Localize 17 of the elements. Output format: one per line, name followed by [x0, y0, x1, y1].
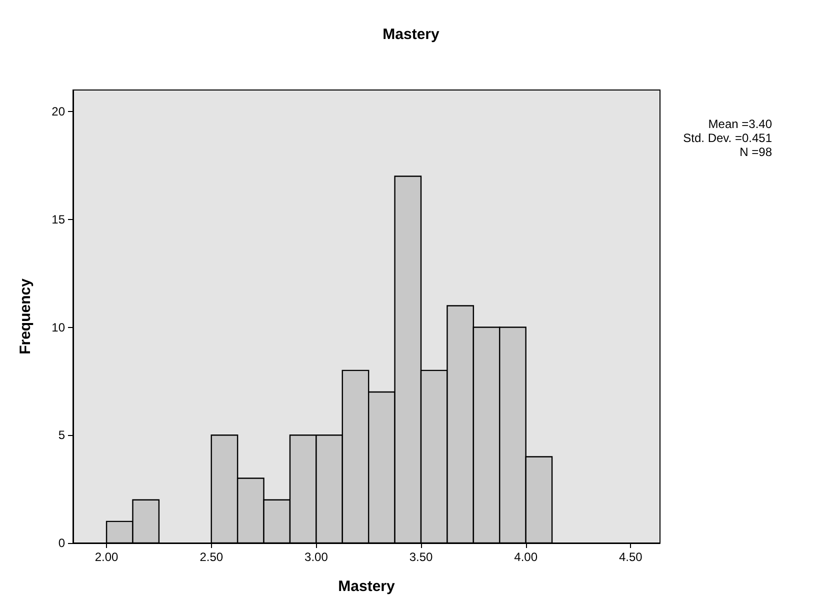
x-tick-label: 4.50: [618, 550, 643, 564]
y-tick-label: 15: [52, 212, 66, 226]
text: N =98: [740, 145, 772, 159]
y-tick-label: 0: [58, 536, 66, 550]
y-tick-label: 20: [52, 104, 66, 119]
x-tick-label: 2.00: [94, 550, 119, 564]
x-tick-label: 3.00: [304, 550, 328, 564]
y-tick-label: 5: [58, 428, 66, 442]
y-axis-title: Frequency: [17, 278, 34, 354]
y-tick-label: 10: [52, 320, 66, 334]
chart-title: Mastery: [382, 26, 440, 43]
text: Mean =3.40: [708, 117, 772, 131]
x-tick-label: 3.50: [409, 550, 434, 564]
x-axis-title: Mastery: [338, 578, 396, 595]
x-tick-label: 2.50: [200, 550, 224, 564]
text: Std. Dev. =0.451: [683, 131, 772, 145]
x-tick-label: 4.00: [514, 550, 538, 564]
